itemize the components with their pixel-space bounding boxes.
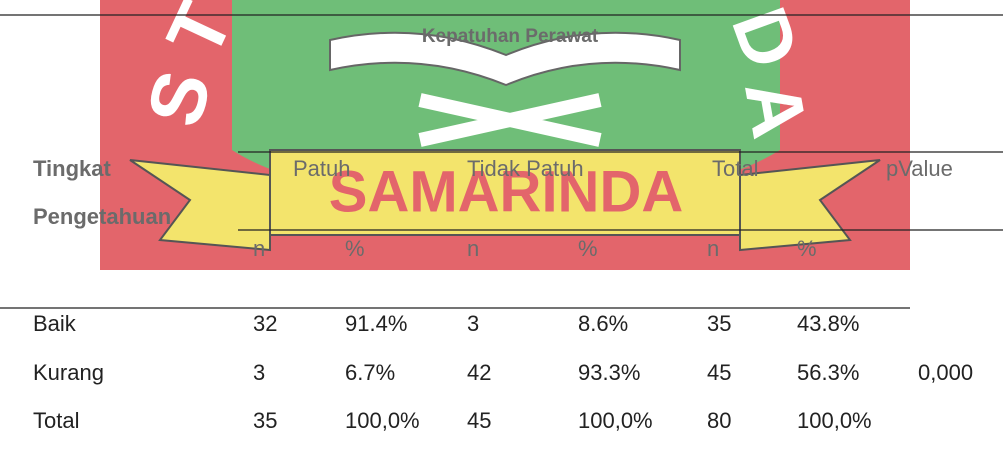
cell: 35 bbox=[707, 311, 731, 336]
subheader: % bbox=[797, 236, 817, 261]
cell: 3 bbox=[253, 360, 265, 385]
cell: 91.4% bbox=[345, 311, 407, 336]
column-header: pValue bbox=[886, 156, 953, 181]
row-header: Tingkat bbox=[33, 156, 112, 181]
cell: 56.3% bbox=[797, 360, 859, 385]
subheader: % bbox=[578, 236, 598, 261]
cell: 42 bbox=[467, 360, 491, 385]
cell: 43.8% bbox=[797, 311, 859, 336]
subheader: n bbox=[253, 236, 265, 261]
group-header: Kepatuhan Perawat bbox=[422, 26, 599, 47]
page: SAMARINDA S T D A Kepatuhan Perawat Ting… bbox=[0, 0, 1003, 455]
cell: 3 bbox=[467, 311, 479, 336]
cell: 100,0% bbox=[797, 408, 872, 433]
column-header: Patuh bbox=[293, 156, 351, 181]
cell: 6.7% bbox=[345, 360, 395, 385]
subheader: % bbox=[345, 236, 365, 261]
row-label: Total bbox=[33, 408, 79, 433]
cell: 32 bbox=[253, 311, 277, 336]
row-label: Baik bbox=[33, 311, 77, 336]
cell: 35 bbox=[253, 408, 277, 433]
column-header: Total bbox=[712, 156, 758, 181]
subheader: n bbox=[707, 236, 719, 261]
cell: 8.6% bbox=[578, 311, 628, 336]
cell: 80 bbox=[707, 408, 731, 433]
row-label: Kurang bbox=[33, 360, 104, 385]
cell: 45 bbox=[707, 360, 731, 385]
pvalue: 0,000 bbox=[918, 360, 973, 385]
cell: 93.3% bbox=[578, 360, 640, 385]
row-header: Pengetahuan bbox=[33, 204, 171, 229]
cell: 45 bbox=[467, 408, 491, 433]
cell: 100,0% bbox=[345, 408, 420, 433]
cell: 100,0% bbox=[578, 408, 653, 433]
subheader: n bbox=[467, 236, 479, 261]
column-header: Tidak Patuh bbox=[467, 156, 584, 181]
